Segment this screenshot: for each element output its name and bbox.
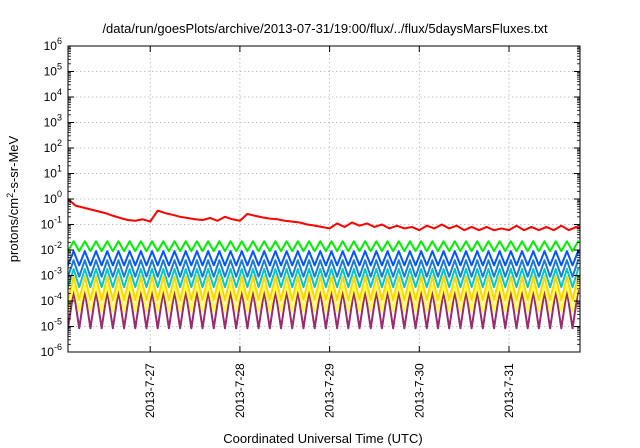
x-tick-label: 2013-7-31 [502,363,516,418]
y-tick-label: 10-6 [41,342,62,359]
series-line [68,284,580,313]
y-tick-label: 10-4 [41,291,62,308]
series-line [68,275,580,301]
y-tick-label: 106 [44,36,62,53]
series-line [68,289,580,330]
y-tick-label: 10-2 [41,240,62,257]
series-line [68,259,580,278]
y-tick-label: 101 [44,164,62,181]
y-tick-label: 10-5 [41,317,62,334]
x-tick-label: 2013-7-29 [323,363,337,418]
x-axis: 2013-7-27 2013-7-28 2013-7-29 2013-7-30 2013… [143,46,516,418]
y-tick-label: 102 [44,138,62,155]
x-tick-label: 2013-7-27 [143,363,157,418]
y-axis-title-sup: 2 [5,193,15,198]
x-axis-title: Coordinated Universal Time (UTC) [223,431,422,446]
x-tick-label: 2013-7-28 [233,363,247,418]
series-line [68,250,580,267]
series-line [68,198,580,232]
series-line [68,240,580,253]
y-tick-label: 103 [44,113,62,130]
x-tick-label: 2013-7-30 [412,363,426,418]
y-axis: 106 105 104 103 102 101 100 10-1 10-2 10-3 10-4 10-… [41,36,580,359]
chart-title: /data/run/goesPlots/archive/2013-07-31/1… [102,21,548,36]
y-tick-label: 105 [44,62,62,79]
y-tick-label: 10-3 [41,266,62,283]
y-tick-label: 10-1 [41,215,62,232]
series-layer [68,198,580,330]
y-axis-title-rest: -s-sr-MeV [6,135,21,192]
y-axis-title: protons/cm2-s-sr-MeV [5,135,21,262]
y-tick-label: 104 [44,87,62,104]
series-line [68,267,580,289]
y-axis-title-base: protons/cm [6,198,21,262]
y-tick-label: 100 [44,189,62,206]
